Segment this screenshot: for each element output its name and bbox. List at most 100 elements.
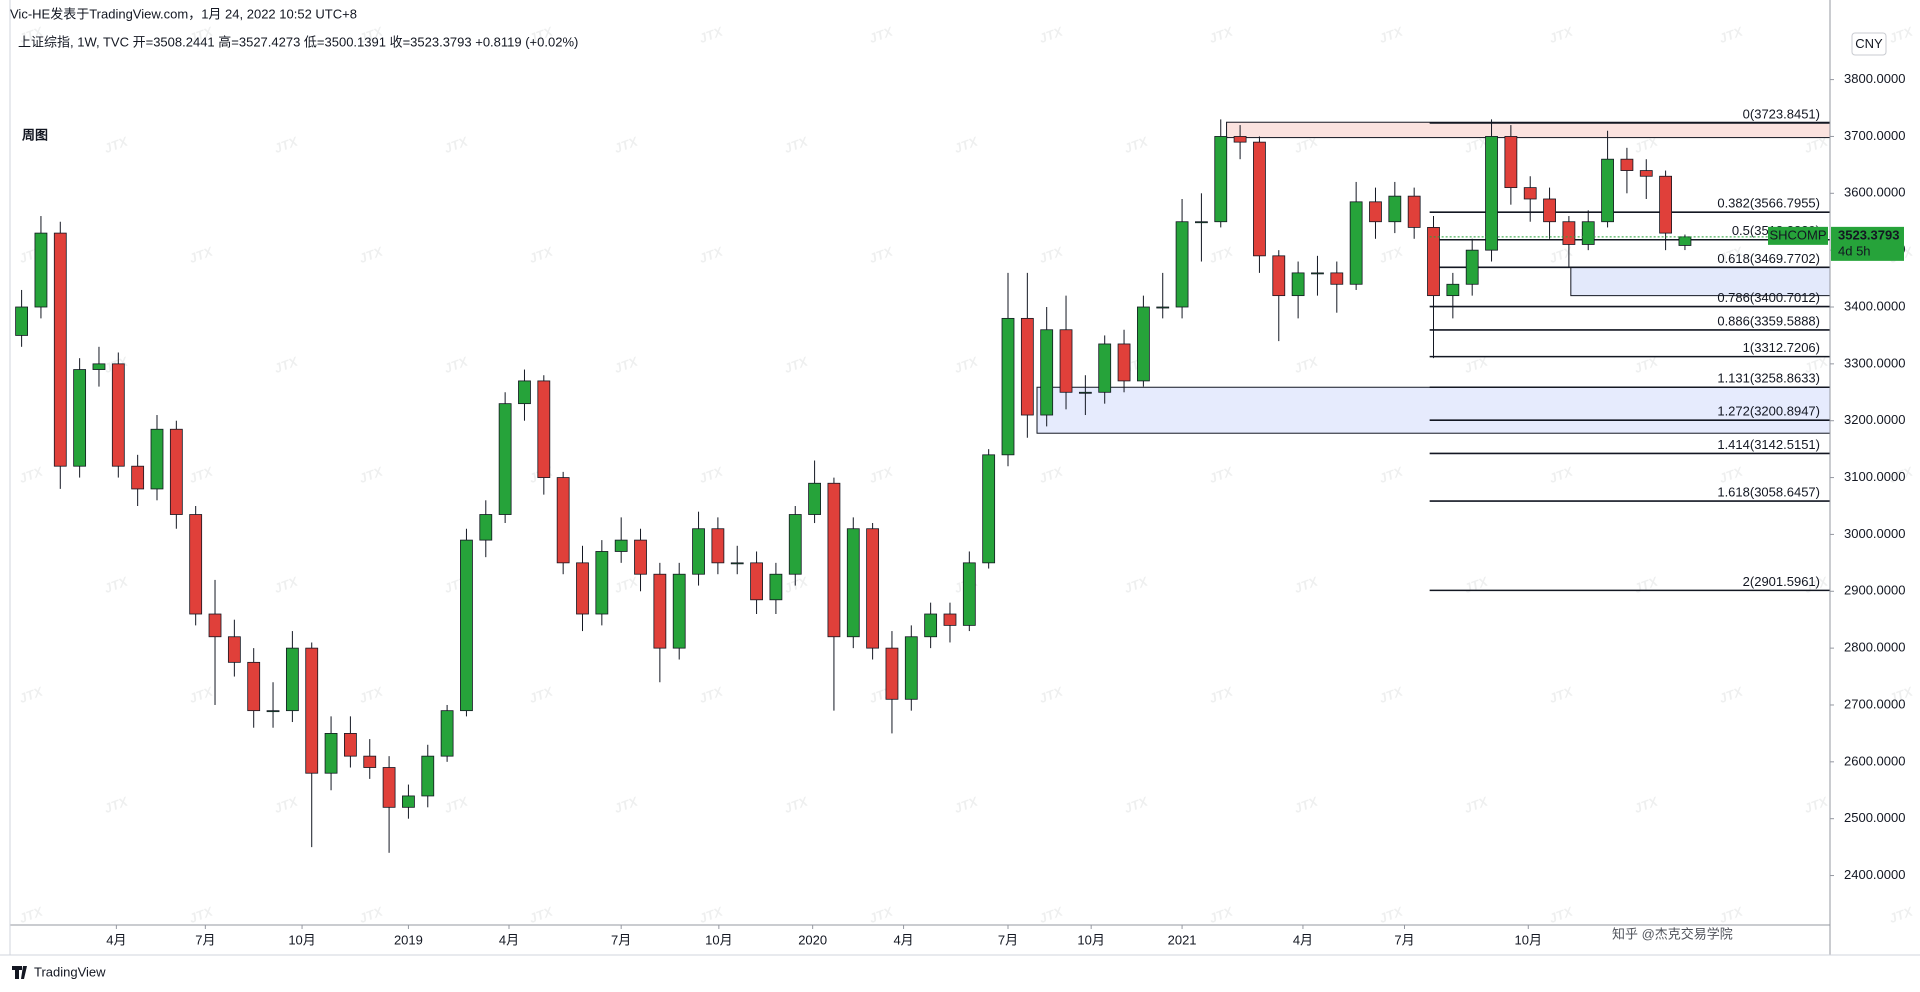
candle-body — [1253, 141, 1266, 257]
candle-body — [1523, 187, 1537, 200]
candle-body — [1407, 195, 1421, 228]
price-badge — [1831, 226, 1904, 261]
y-tick-label: 3700.0000 — [1844, 128, 1905, 143]
candle-body — [653, 573, 667, 649]
candle-body — [1156, 306, 1170, 309]
candle-body — [131, 465, 145, 490]
candle-body — [1136, 306, 1150, 382]
y-tick-label: 3100.0000 — [1844, 469, 1905, 484]
fib-label: 1(3312.7206) — [1743, 340, 1820, 355]
candle-body — [866, 528, 880, 649]
candle-body — [73, 369, 87, 467]
symbol-badge-text: SHCOMP — [1769, 227, 1826, 242]
candle-body — [1639, 170, 1653, 177]
y-tick-label: 2400.0000 — [1844, 867, 1905, 882]
candle-body — [1040, 329, 1054, 416]
candle-body — [111, 363, 125, 467]
candle-body — [788, 514, 802, 575]
candle-body — [1504, 136, 1518, 189]
x-tick-label: 4月 — [499, 932, 519, 947]
candle-body — [537, 380, 551, 478]
candle-body — [324, 733, 338, 774]
candle-body — [1446, 283, 1460, 297]
zone — [1570, 266, 1831, 297]
candle-body — [672, 573, 686, 649]
price-badge-value: 3523.3793 — [1838, 227, 1899, 242]
fib-label: 1.131(3258.8633) — [1717, 371, 1820, 386]
candle-body — [962, 562, 976, 626]
candle-body — [227, 636, 241, 663]
x-tick-label: 7月 — [611, 932, 631, 947]
candle-body — [1349, 201, 1363, 285]
candle-body — [1117, 343, 1131, 382]
candle-body — [1369, 201, 1382, 223]
candle-body — [904, 636, 918, 700]
y-tick-label: 3400.0000 — [1844, 298, 1905, 313]
candle-body — [1388, 195, 1402, 223]
candle-body — [344, 733, 357, 757]
candle-body — [711, 528, 725, 564]
y-tick-label: 3200.0000 — [1844, 412, 1905, 427]
fib-label: 2(2901.5961) — [1743, 574, 1820, 589]
candle-body — [247, 661, 261, 712]
fib-label: 1.414(3142.5151) — [1717, 437, 1820, 452]
publisher: Vic-HE发表于TradingView.com，1月 24, 2022 10:… — [10, 6, 357, 21]
candle-body — [208, 613, 222, 638]
candle-body — [827, 482, 841, 638]
currency-box[interactable] — [1851, 32, 1887, 56]
price-badge-countdown: 4d 5h — [1838, 243, 1871, 258]
fib-label: 0.382(3566.7955) — [1717, 196, 1820, 211]
candle-body — [189, 514, 203, 615]
candle-body — [750, 562, 763, 601]
y-tick-label: 2900.0000 — [1844, 583, 1905, 598]
fib-label: 0(3723.8451) — [1743, 106, 1820, 121]
candle-body — [595, 551, 609, 615]
candle-body — [382, 767, 396, 808]
candle-body — [498, 403, 512, 515]
candle-body — [1427, 227, 1440, 297]
fib-label: 1.272(3200.8947) — [1717, 404, 1820, 419]
candle-body — [402, 795, 415, 808]
candle-body — [460, 539, 473, 712]
candle-body — [1195, 221, 1208, 224]
symbol-badge — [1768, 226, 1828, 245]
candle-body — [1485, 136, 1498, 251]
candle-body — [1020, 317, 1034, 416]
y-tick-label: 2600.0000 — [1844, 753, 1905, 768]
candle-body — [885, 647, 899, 700]
candle-body — [1272, 255, 1286, 297]
candle-body — [1543, 198, 1556, 223]
x-tick-label: 4月 — [1293, 932, 1313, 947]
candle-body — [1059, 329, 1073, 393]
candle-body — [53, 232, 67, 467]
currency: CNY — [1855, 36, 1883, 51]
candle-body — [285, 647, 299, 712]
x-tick-label: 7月 — [195, 932, 215, 947]
candle-body — [982, 454, 996, 564]
candle-body — [150, 428, 164, 490]
candle-body — [15, 306, 29, 336]
candle-body — [943, 613, 957, 626]
x-tick-label: 10月 — [288, 932, 315, 947]
candle-body — [92, 363, 106, 370]
candle-body — [34, 232, 48, 308]
candle-body — [1291, 272, 1305, 297]
fib-label: 0.886(3359.5888) — [1717, 313, 1820, 328]
candle-body — [1678, 236, 1692, 246]
x-tick-label: 10月 — [1077, 932, 1104, 947]
candle-body — [1581, 221, 1595, 245]
candle-body — [924, 613, 938, 638]
x-tick-label: 2020 — [798, 932, 827, 947]
credit-watermark: 知乎 @杰克交易学院 — [1612, 926, 1733, 941]
candle-body — [576, 562, 589, 615]
y-tick-label: 3800.0000 — [1844, 71, 1905, 86]
candle-body — [692, 528, 705, 575]
candle-body — [1078, 391, 1092, 394]
fib-label: 0.786(3400.7012) — [1717, 290, 1820, 305]
y-tick-label: 3300.0000 — [1844, 355, 1905, 370]
candle-body — [556, 477, 570, 564]
y-tick-label: 2700.0000 — [1844, 696, 1905, 711]
x-tick-label: 4月 — [893, 932, 913, 947]
